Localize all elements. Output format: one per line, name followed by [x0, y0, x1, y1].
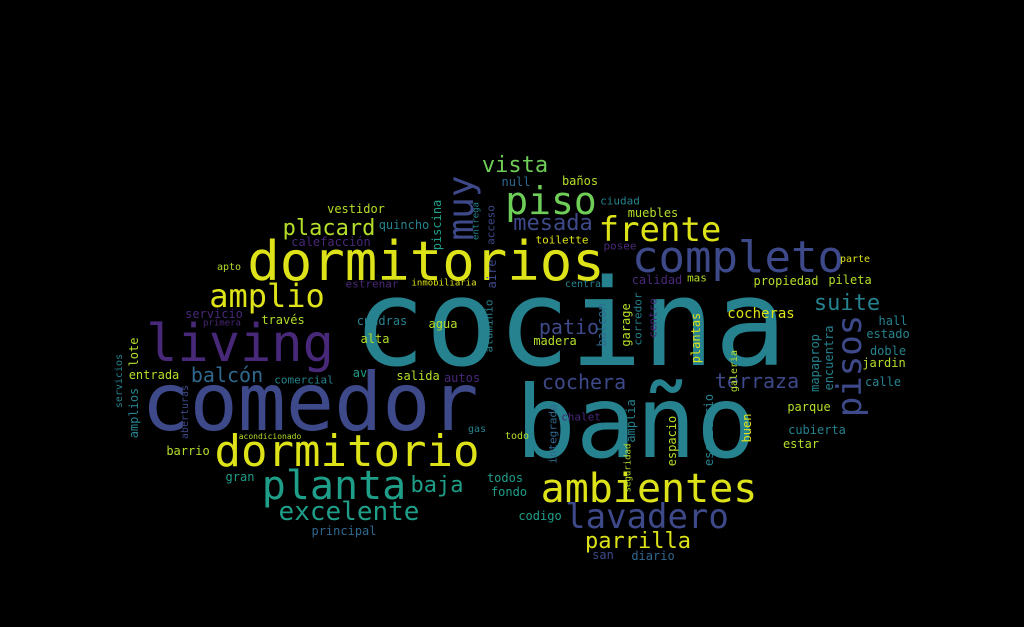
word-hall: hall — [878, 314, 908, 328]
word-barrio: barrio — [166, 444, 210, 458]
word-suite: suite — [813, 291, 881, 316]
word-amplia: amplia — [624, 399, 638, 443]
word-traves: través — [261, 313, 305, 327]
word-corredor: corredor — [631, 292, 645, 346]
word-cocheras: cocheras — [727, 306, 795, 322]
word-dormitorios: dormitorios — [247, 230, 605, 293]
word-quincho: quincho — [378, 218, 430, 232]
word-servicio: servicio — [185, 307, 243, 321]
word-toilette: toilette — [535, 233, 589, 247]
word-garage: garage — [619, 303, 633, 347]
word-codigo: codigo — [518, 509, 562, 523]
word-piso: piso — [505, 179, 597, 223]
word-terraza: terraza — [714, 369, 800, 393]
word-encuentra: encuentra — [822, 325, 836, 391]
word-san: san — [592, 548, 614, 562]
word-mesada: mesada — [513, 211, 593, 236]
word-cuadras: cuadras — [356, 314, 408, 328]
word-bano: baño — [515, 364, 757, 481]
word-patio: patio — [538, 315, 600, 339]
word-alta: alta — [360, 332, 390, 346]
word-servicios: servicios — [114, 353, 125, 409]
word-apto: apto — [216, 262, 242, 273]
word-vista: vista — [481, 153, 549, 178]
word-comedor: comedor — [141, 356, 479, 449]
word-calidad: calidad — [631, 273, 683, 287]
word-cocina: cocina — [353, 255, 787, 394]
word-parte: parte — [839, 254, 871, 265]
word-doble: doble — [869, 344, 907, 358]
word-cubierta: cubierta — [788, 423, 846, 437]
word-aberturas: aberturas — [180, 384, 191, 440]
word-piscina: piscina — [430, 199, 444, 251]
word-baja: baja — [410, 473, 464, 498]
word-diario: diario — [631, 549, 675, 563]
word-gas: gas — [467, 424, 487, 435]
word-pileta: pileta — [828, 273, 872, 287]
word-estrenar: estrenar — [345, 277, 399, 291]
word-estar: estar — [782, 437, 820, 451]
word-ciudad: ciudad — [600, 194, 640, 208]
word-balcon: balcon — [595, 303, 609, 347]
word-principal: principal — [311, 524, 377, 538]
word-salida: salida — [396, 369, 440, 383]
word-primera: primera — [203, 318, 241, 329]
word-inmobiliaria: inmobiliaria — [411, 278, 477, 289]
word-lavadero: lavadero — [565, 497, 729, 537]
word-calefaccion: calefacción — [291, 235, 371, 249]
word-dormitorio: dormitorio — [214, 426, 480, 477]
word-chalet: chalet — [561, 410, 601, 424]
word-centro: centro — [646, 298, 660, 338]
word-entrada: entrada — [128, 368, 180, 382]
word-jardin: jardin — [862, 356, 906, 370]
word-estado: estado — [866, 327, 910, 341]
word-galeria: galeria — [729, 349, 740, 393]
word-entrega: entrega — [471, 202, 482, 240]
word-aluminio: aluminio — [482, 299, 496, 353]
word-parque: parque — [787, 400, 831, 414]
word-amplio: amplio — [209, 277, 325, 315]
word-central: central — [564, 279, 608, 290]
word-living: living — [146, 314, 334, 374]
word-agua: agua — [428, 317, 458, 331]
word-frente: frente — [598, 210, 722, 250]
word-acceso: acceso — [484, 205, 498, 245]
word-cochera: cochera — [541, 370, 627, 394]
word-gran: gran — [225, 470, 255, 484]
word-parrilla: parrilla — [585, 529, 691, 554]
word-posee: posee — [603, 239, 637, 253]
word-buen: buen — [740, 413, 754, 443]
word-aire: aire — [485, 259, 499, 289]
word-muebles: muebles — [627, 206, 679, 220]
word-comercial: comercial — [274, 373, 334, 387]
word-propiedad: propiedad — [753, 274, 819, 288]
word-acondicionado: acondicionado — [238, 432, 302, 441]
word-null: null — [501, 175, 531, 189]
word-planta: planta — [261, 463, 407, 509]
word-escritorio: escritorio — [702, 393, 716, 467]
word-banos: baños — [561, 174, 599, 188]
word-espacio: espacio — [665, 415, 679, 467]
word-autos: autos — [443, 371, 481, 385]
word-mas: mas — [687, 271, 707, 285]
word-integrada: integrada — [546, 404, 560, 464]
word-calle: calle — [864, 375, 902, 389]
word-amplios: amplios — [127, 387, 141, 439]
word-completo: completo — [632, 232, 844, 283]
word-balcon-acc: balcón — [190, 363, 264, 387]
word-seguridad: seguridad — [623, 443, 634, 493]
word-av: av — [352, 366, 368, 380]
word-plantas: plantas — [689, 312, 703, 364]
word-excelente: excelente — [278, 497, 420, 527]
word-lote: lote — [127, 337, 141, 367]
word-vestidor: vestidor — [327, 202, 385, 216]
word-ambientes: ambientes — [540, 466, 758, 512]
word-madera: madera — [533, 334, 577, 348]
word-fondo: fondo — [490, 485, 528, 499]
word-todo: todo — [504, 431, 530, 442]
word-placard: placard — [282, 216, 376, 241]
word-todos: todos — [486, 471, 524, 485]
word-mapaprop: mapaprop — [808, 334, 822, 392]
